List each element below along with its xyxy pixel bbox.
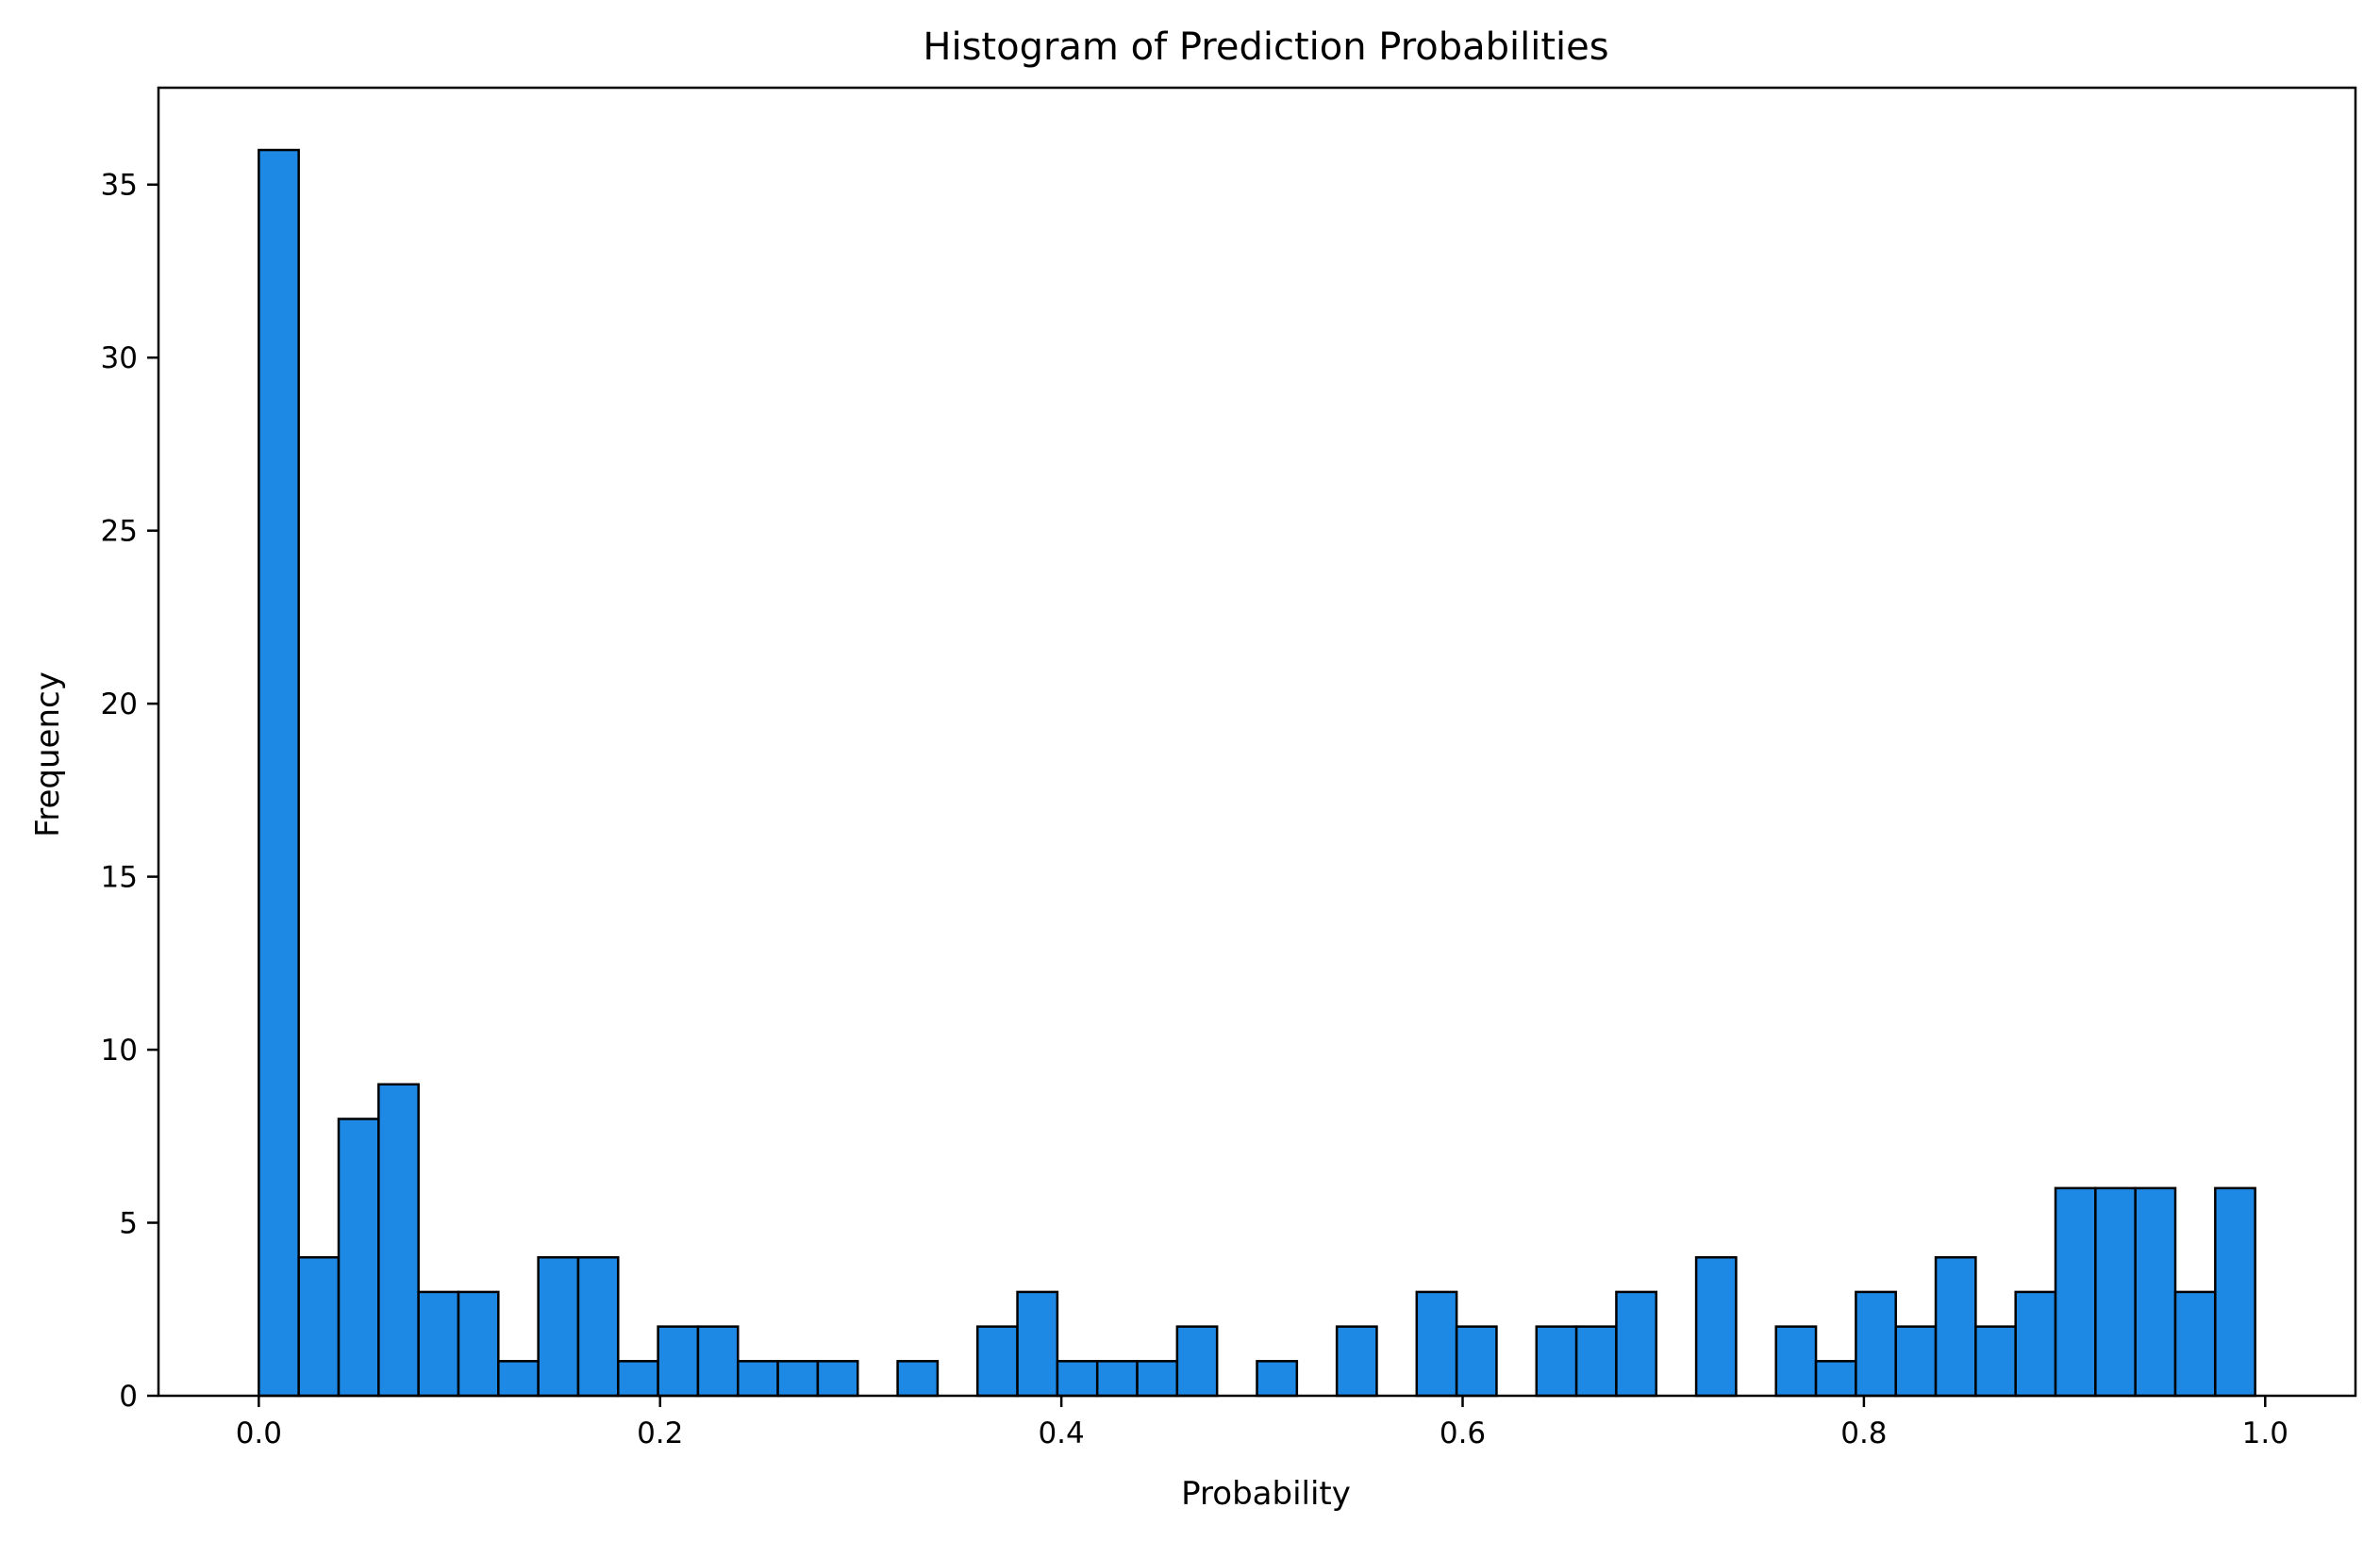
x-tick-label: 0.4: [1038, 1417, 1084, 1450]
y-axis-ticks: 0 5 10 15 20 25 30 35: [101, 169, 158, 1414]
x-tick-label: 1.0: [2242, 1417, 2288, 1450]
histogram-bar: [1535, 1325, 1578, 1398]
histogram-bar: [657, 1325, 700, 1398]
plot-frame: [157, 86, 2357, 1398]
histogram-bar: [1095, 1360, 1139, 1398]
x-tick-label: 0.8: [1840, 1417, 1887, 1450]
histogram-bar: [1574, 1325, 1618, 1398]
histogram-bar: [1335, 1325, 1378, 1398]
histogram-bar: [2214, 1186, 2256, 1398]
x-tick-label: 0.0: [236, 1417, 282, 1450]
histogram-bar: [896, 1360, 940, 1398]
histogram-bar: [1694, 1255, 1738, 1398]
histogram-bar: [1136, 1360, 1179, 1398]
x-axis-ticks: 0.0 0.2 0.4 0.6 0.8 1.0: [236, 1396, 2288, 1450]
histogram-bar: [2094, 1186, 2137, 1398]
histogram-bar: [1814, 1360, 1857, 1398]
histogram-bar: [497, 1360, 540, 1398]
y-tick-label: 10: [101, 1034, 138, 1068]
histogram-bar: [1855, 1290, 1897, 1398]
histogram-bar: [975, 1325, 1019, 1398]
histogram-bar: [617, 1360, 659, 1398]
y-tick-label: 0: [119, 1380, 138, 1414]
y-tick-label: 35: [101, 169, 138, 203]
y-tick-label: 5: [119, 1207, 138, 1241]
histogram-bar: [2134, 1186, 2177, 1398]
histogram-bar: [337, 1118, 380, 1398]
histogram-bar: [1934, 1255, 1977, 1398]
y-tick-label: 20: [101, 688, 138, 721]
histogram-bar: [1415, 1290, 1458, 1398]
histogram-bar: [696, 1325, 740, 1398]
histogram-bar: [737, 1360, 779, 1398]
histogram-bar: [1056, 1360, 1099, 1398]
histogram-bar: [816, 1360, 859, 1398]
y-axis-label: Frequency: [29, 671, 67, 837]
histogram-bar: [457, 1290, 500, 1398]
bars-group: [258, 148, 2256, 1398]
histogram-bar: [258, 148, 300, 1398]
histogram-bar: [1256, 1360, 1299, 1398]
x-axis-label: Probability: [1181, 1475, 1351, 1513]
histogram-bar: [1615, 1290, 1658, 1398]
histogram-bar: [2054, 1186, 2097, 1398]
histogram-bar: [2173, 1290, 2217, 1398]
histogram-bar: [537, 1255, 580, 1398]
y-tick-label: 30: [101, 341, 138, 375]
y-tick-label: 25: [101, 515, 138, 549]
histogram-bar: [417, 1290, 460, 1398]
histogram-bar: [377, 1083, 420, 1398]
histogram-bar: [1175, 1325, 1219, 1398]
x-tick-label: 0.6: [1440, 1417, 1486, 1450]
chart-title: Histogram of Prediction Probabilities: [923, 25, 1608, 69]
y-tick-label: 15: [101, 861, 138, 895]
histogram-bar: [1894, 1325, 1938, 1398]
histogram-bar: [1974, 1325, 2017, 1398]
histogram-bar: [576, 1255, 620, 1398]
histogram-bar: [776, 1360, 820, 1398]
histogram-bar: [2014, 1290, 2057, 1398]
histogram-bar: [297, 1255, 341, 1398]
histogram-bar: [1455, 1325, 1498, 1398]
histogram-bar: [1016, 1290, 1059, 1398]
x-tick-label: 0.2: [637, 1417, 683, 1450]
histogram-bar: [1774, 1325, 1818, 1398]
